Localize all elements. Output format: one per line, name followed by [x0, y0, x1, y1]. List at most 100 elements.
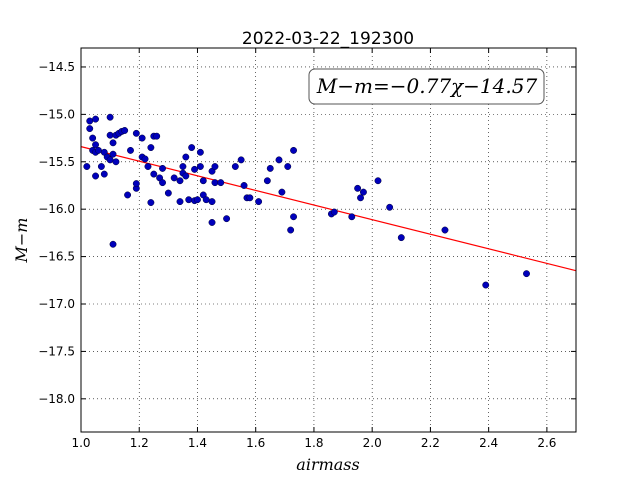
data-point	[121, 127, 129, 134]
data-point	[147, 199, 155, 206]
x-tick-label: 1.0	[71, 436, 90, 450]
data-point	[95, 146, 102, 154]
data-point	[275, 156, 283, 164]
data-point	[109, 139, 117, 147]
x-tick-label: 1.4	[188, 436, 207, 450]
x-tick-label: 2.6	[537, 436, 556, 450]
data-point	[196, 148, 204, 156]
data-point	[374, 177, 382, 185]
data-point	[150, 170, 158, 178]
data-point	[348, 213, 356, 221]
data-point	[106, 113, 114, 121]
x-tick-label: 2.4	[479, 436, 498, 450]
data-point	[182, 172, 190, 180]
data-point	[231, 163, 239, 170]
data-point	[359, 188, 367, 196]
data-point	[159, 164, 166, 172]
data-point	[132, 129, 140, 137]
data-point	[208, 198, 216, 206]
data-point	[106, 131, 114, 139]
fit-equation: M−m=−0.77χ−14.57	[316, 74, 538, 98]
data-point	[441, 226, 449, 234]
data-point	[211, 163, 219, 170]
grid-lines	[80, 48, 576, 432]
x-tick-label: 2.0	[363, 436, 382, 450]
data-point	[237, 156, 245, 164]
data-point	[144, 163, 152, 170]
data-point	[176, 177, 184, 185]
data-point	[263, 177, 271, 185]
y-tick-label: −16.5	[38, 250, 75, 264]
data-point	[147, 144, 155, 152]
annotation-box	[308, 68, 545, 105]
data-point	[188, 144, 196, 152]
data-point	[386, 203, 394, 211]
data-point	[182, 153, 190, 161]
x-tick-label: 1.8	[304, 436, 323, 450]
data-point	[357, 194, 364, 202]
y-tick-label: −18.0	[38, 392, 75, 406]
data-point	[354, 184, 362, 192]
y-axis-label: M−m	[12, 218, 31, 264]
data-point	[482, 281, 490, 289]
data-point	[92, 115, 100, 123]
data-point	[290, 146, 298, 154]
y-tick-label: −16.0	[38, 202, 75, 216]
data-point	[290, 213, 298, 221]
data-point	[164, 189, 172, 197]
data-point	[97, 163, 105, 170]
data-point	[266, 164, 274, 172]
x-tick-label: 1.6	[246, 436, 265, 450]
data-point	[179, 163, 187, 170]
data-point	[170, 174, 178, 182]
y-tick-label: −17.0	[38, 297, 75, 311]
data-point	[211, 179, 219, 187]
x-axis-label: airmass	[296, 455, 359, 474]
data-point	[523, 270, 530, 278]
data-point	[83, 163, 91, 170]
chart-title: 2022-03-22_192300	[242, 29, 414, 49]
plot-frame	[80, 47, 577, 433]
data-point	[223, 215, 231, 223]
data-point	[106, 156, 114, 164]
data-point	[194, 196, 201, 204]
data-point	[109, 150, 117, 158]
data-point	[92, 172, 100, 180]
y-tick-label: −15.0	[38, 107, 75, 121]
data-point	[246, 194, 254, 202]
data-point	[330, 208, 338, 216]
axis-tick-labels: 1.0 1.2 1.4 1.6 1.8 2.0 2.2 2.4 2.6 −14.5 −15.0 −15…	[38, 60, 556, 450]
data-point	[109, 240, 117, 248]
data-point	[191, 165, 199, 173]
data-point	[278, 188, 286, 196]
data-point	[284, 163, 292, 170]
y-tick-label: −17.5	[38, 344, 75, 358]
data-point	[199, 177, 207, 185]
data-point	[112, 158, 120, 166]
data-point	[208, 219, 216, 226]
data-point	[86, 125, 94, 133]
fit-equation-box: M−m=−0.77χ−14.57	[308, 68, 545, 105]
data-point	[217, 179, 225, 187]
data-point	[255, 198, 263, 206]
data-point	[132, 180, 140, 188]
data-point	[176, 198, 184, 206]
data-point	[397, 234, 405, 242]
data-point	[159, 179, 166, 187]
data-point	[196, 163, 204, 170]
x-tick-label: 2.2	[421, 436, 440, 450]
data-point	[202, 196, 210, 204]
data-point	[86, 117, 94, 125]
data-point	[92, 141, 100, 149]
data-point	[185, 196, 193, 204]
data-point	[138, 134, 146, 142]
x-tick-label: 1.2	[130, 436, 149, 450]
data-point	[124, 191, 132, 199]
data-point	[89, 134, 97, 142]
data-points	[83, 113, 530, 289]
data-point	[100, 170, 108, 178]
data-point	[127, 146, 134, 154]
data-point	[287, 226, 295, 234]
data-point	[141, 155, 149, 163]
